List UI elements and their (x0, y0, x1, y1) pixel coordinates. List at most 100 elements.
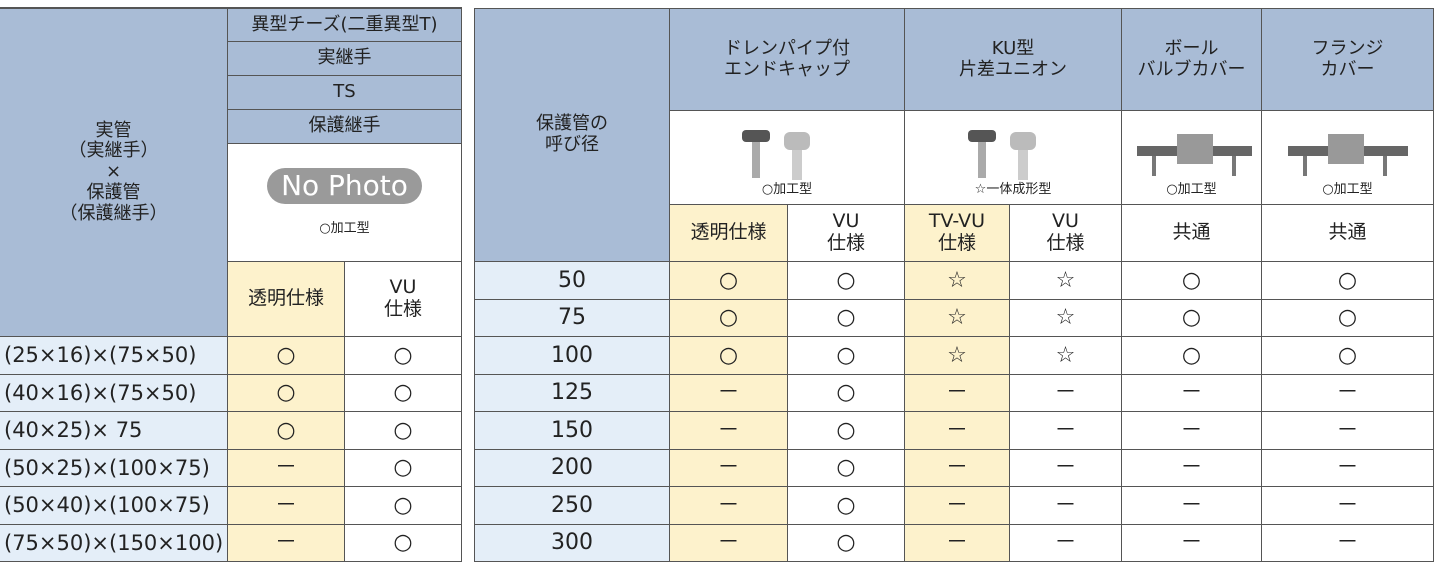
mark-cell: ○ (345, 374, 462, 412)
mark-cell: ○ (345, 337, 462, 375)
no-photo: No Photo (267, 167, 422, 205)
mark-symbol: － (945, 530, 968, 556)
spec-cell: 透明仕様 (228, 262, 345, 337)
row-label-text: 100 (551, 342, 593, 368)
row-label: 250 (474, 487, 670, 525)
product-row: 保護継手 (228, 110, 462, 144)
spec-label: 透明仕様 (247, 287, 324, 310)
mark-symbol: ○ (276, 417, 296, 443)
mark-cell: ○ (1262, 262, 1434, 300)
mark-symbol: － (1336, 417, 1359, 443)
product-name: バルブカバー (1137, 58, 1246, 80)
mark-symbol: ○ (393, 455, 413, 481)
product-header: フランジ カバー (1262, 8, 1434, 111)
header-line: 保護管 (86, 181, 141, 203)
photo-note: ○加工型 (761, 182, 813, 198)
mark-symbol: ○ (836, 530, 856, 556)
mark-symbol: ☆ (1055, 342, 1076, 368)
mark-symbol: － (945, 417, 968, 443)
mark-symbol: － (1336, 530, 1359, 556)
mark-cell: ○ (1262, 299, 1434, 337)
spec-cell: VU 仕様 (1010, 205, 1122, 262)
mark-cell: ○ (788, 487, 905, 525)
product-label: TS (333, 81, 356, 103)
product-photo (742, 130, 810, 181)
header-line: （保護継手） (59, 202, 168, 224)
mark-symbol: － (1336, 380, 1359, 406)
photo-cell: ☆一体成形型 (905, 111, 1122, 205)
mark-symbol: － (1180, 417, 1203, 443)
mark-cell: － (670, 487, 788, 525)
mark-cell: ○ (788, 449, 905, 487)
mark-cell: ○ (345, 524, 462, 562)
product-row: 異型チーズ(二重異型T) (228, 8, 462, 42)
mark-cell: ○ (1122, 299, 1262, 337)
product-header: ボール バルブカバー (1122, 8, 1262, 111)
mark-symbol: － (1054, 530, 1077, 556)
mark-symbol: － (717, 530, 740, 556)
top-border (0, 7, 462, 8)
mark-cell: ○ (228, 374, 345, 412)
mark-symbol: ○ (718, 267, 739, 293)
mark-cell: － (905, 449, 1010, 487)
mark-cell: － (905, 487, 1010, 525)
product-name: カバー (1320, 58, 1375, 80)
row-label: 100 (474, 337, 670, 375)
spec-label: TV-VU (928, 210, 986, 233)
row-label: (75×50)×(150×100) (0, 524, 228, 562)
spec-cell: 共通 (1262, 205, 1434, 262)
mark-cell: ☆ (905, 337, 1010, 375)
row-label: (40×25)× 75 (0, 412, 228, 450)
row-label-text: (75×50)×(150×100) (4, 530, 224, 555)
mark-cell: － (1262, 374, 1434, 412)
mark-symbol: ○ (1337, 342, 1358, 368)
spec-label: 仕様 (1046, 232, 1085, 254)
spec-cell: VU 仕様 (788, 205, 905, 262)
mark-symbol: － (1180, 492, 1203, 518)
product-label: 異型チーズ(二重異型T) (251, 13, 438, 35)
spec-label: VU (1052, 210, 1079, 233)
mark-symbol: ○ (836, 492, 856, 518)
mark-cell: ○ (1122, 337, 1262, 375)
product-header: ドレンパイプ付 エンドキャップ (670, 8, 905, 111)
mark-symbol: － (1180, 380, 1203, 406)
mark-cell: － (905, 374, 1010, 412)
row-label-text: (50×25)×(100×75) (4, 455, 210, 480)
product-photo (1287, 134, 1408, 177)
header-line: 実管 (95, 119, 132, 141)
mark-symbol: － (1054, 417, 1077, 443)
mark-cell: ○ (1262, 337, 1434, 375)
row-label: (50×25)×(100×75) (0, 449, 228, 487)
spec-label: 仕様 (937, 232, 976, 254)
mark-cell: － (1262, 487, 1434, 525)
mark-symbol: － (274, 455, 297, 481)
mark-cell: － (1010, 524, 1122, 562)
row-label: 75 (474, 299, 670, 337)
mark-symbol: － (1180, 455, 1203, 481)
mark-cell: ○ (670, 337, 788, 375)
mark-cell: － (1010, 412, 1122, 450)
row-label-text: (25×16)×(75×50) (4, 343, 197, 368)
mark-cell: － (905, 524, 1010, 562)
mark-cell: ○ (788, 374, 905, 412)
mark-cell: ○ (670, 262, 788, 300)
spec-cell: TV-VU 仕様 (905, 205, 1010, 262)
product-name: フランジ (1311, 37, 1384, 59)
mark-cell: ○ (788, 299, 905, 337)
spec-cell: VU 仕様 (345, 262, 462, 337)
mark-symbol: ○ (393, 342, 413, 368)
row-label: 50 (474, 262, 670, 300)
product-photo (968, 130, 1036, 181)
product-row: TS (228, 76, 462, 110)
spec-cell: 共通 (1122, 205, 1262, 262)
mark-cell: ○ (788, 337, 905, 375)
product-name: 片差ユニオン (959, 58, 1067, 80)
mark-symbol: ☆ (947, 342, 967, 368)
row-label: (25×16)×(75×50) (0, 337, 228, 375)
spec-label: VU (832, 210, 860, 233)
photo-note: ○加工型 (319, 221, 370, 237)
product-label: 実継手 (317, 47, 372, 69)
row-label-text: (40×25)× 75 (4, 418, 143, 443)
mark-symbol: － (1054, 455, 1077, 481)
